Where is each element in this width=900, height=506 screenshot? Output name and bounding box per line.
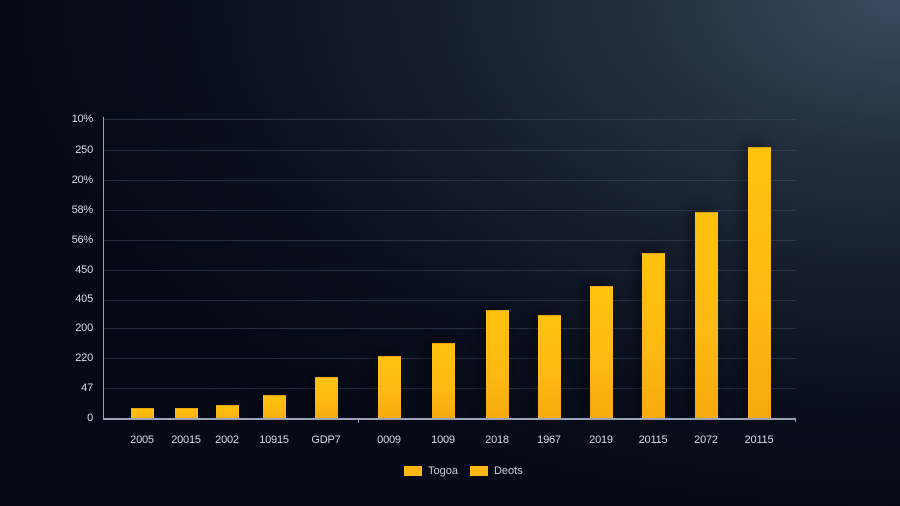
legend-swatch [469, 466, 488, 476]
bar [175, 408, 198, 420]
x-tick-label: 20015 [171, 434, 201, 446]
x-tick-label: 2005 [130, 434, 154, 446]
x-tick-label: 2019 [589, 434, 613, 446]
y-axis-line [103, 117, 104, 420]
x-tick-label: 20115 [638, 434, 668, 446]
y-tick-label: 47 [81, 382, 93, 394]
x-tick-label: 2002 [215, 434, 239, 446]
y-tick-label: 405 [75, 293, 93, 305]
x-tick-label: 1009 [431, 434, 455, 446]
x-axis-line [103, 418, 796, 420]
bar [216, 405, 239, 420]
legend-label: Deots [493, 465, 523, 477]
bar [378, 356, 401, 420]
bar [263, 395, 286, 420]
legend-swatch [404, 466, 422, 476]
x-tick-label: 0009 [377, 434, 401, 446]
legend-label: Togoa [428, 465, 458, 477]
bar [486, 310, 509, 420]
bar [642, 253, 665, 420]
x-tick-label: 1967 [537, 434, 561, 446]
gridline [104, 150, 796, 151]
bar [131, 408, 154, 420]
y-tick-label: 250 [75, 144, 93, 156]
gridline [104, 210, 796, 211]
bar [748, 147, 771, 420]
gridline [104, 300, 796, 301]
legend-item-togoa[interactable]: Togoa [404, 465, 458, 477]
gridline [104, 180, 796, 181]
bar [432, 343, 455, 420]
x-tick-label: 20115 [744, 434, 774, 446]
y-tick-label: 450 [75, 264, 93, 276]
bar [538, 315, 561, 420]
bar [695, 212, 718, 420]
gridline [104, 270, 796, 271]
bar [315, 377, 338, 420]
y-tick-label: 20% [71, 174, 94, 186]
gridline [104, 328, 796, 329]
x-tick-label: 10915 [259, 434, 289, 446]
x-tick-label: 2072 [694, 434, 718, 446]
y-tick-label: 220 [75, 352, 93, 364]
gridline [104, 119, 796, 120]
gridline [104, 240, 796, 241]
chart-legend: Togoa Deots [404, 465, 523, 477]
x-axis-tick [358, 418, 359, 423]
legend-item-deots[interactable]: Deots [469, 465, 523, 477]
y-tick-label: 10% [71, 113, 94, 125]
y-tick-label: 56% [71, 234, 94, 246]
y-tick-label: 0 [87, 412, 93, 424]
x-tick-label: 2018 [485, 434, 509, 446]
x-tick-label: GDP7 [311, 434, 341, 446]
y-tick-label: 200 [75, 322, 93, 334]
x-axis-end-tick [795, 418, 796, 422]
bar [590, 286, 613, 420]
y-tick-label: 58% [71, 204, 94, 216]
